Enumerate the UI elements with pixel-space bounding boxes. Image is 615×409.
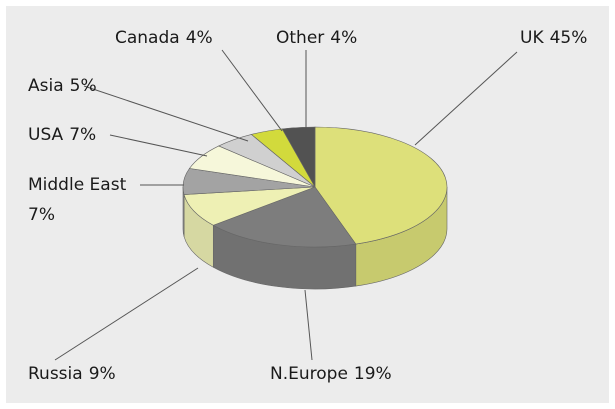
slice-label: Russia 9% (28, 364, 116, 384)
slice-label: Canada 4% (115, 28, 213, 48)
pie-tops (182, 126, 448, 248)
slice-label: Other 4% (276, 28, 357, 48)
category-label: Middle East (28, 175, 127, 195)
leader-line (304, 289, 313, 361)
value-label: 9% (89, 364, 116, 384)
slice (281, 126, 316, 189)
leader-line (83, 85, 249, 142)
category-label: Other (276, 28, 324, 48)
value-label: 45% (550, 28, 588, 48)
category-label: USA (28, 125, 64, 145)
value-label: 7% (28, 205, 55, 225)
leader-line (414, 51, 518, 146)
leader-line (54, 267, 199, 361)
value-label: 4% (330, 28, 357, 48)
pie-sides (182, 186, 448, 290)
category-label: UK (520, 28, 544, 48)
category-label: Canada (115, 28, 180, 48)
slice-label: Asia 5% (28, 76, 97, 96)
value-label: 7% (69, 125, 96, 145)
value-label: 5% (70, 76, 97, 96)
category-label: N.Europe (270, 364, 348, 384)
slice (314, 126, 448, 245)
leader-line (221, 49, 283, 132)
labels: UK 45%N.Europe 19%Russia 9%Middle East 7%USA… (28, 28, 587, 384)
value-label: 4% (186, 28, 213, 48)
leader-line (109, 134, 208, 157)
slice (212, 186, 357, 248)
slice-label: N.Europe 19% (270, 364, 392, 384)
slice-label: Middle East 7% (28, 175, 127, 225)
value-label: 19% (354, 364, 392, 384)
category-label: Russia (28, 364, 83, 384)
slice-label: USA 7% (28, 125, 96, 145)
slice-label: UK 45% (520, 28, 587, 48)
category-label: Asia (28, 76, 64, 96)
